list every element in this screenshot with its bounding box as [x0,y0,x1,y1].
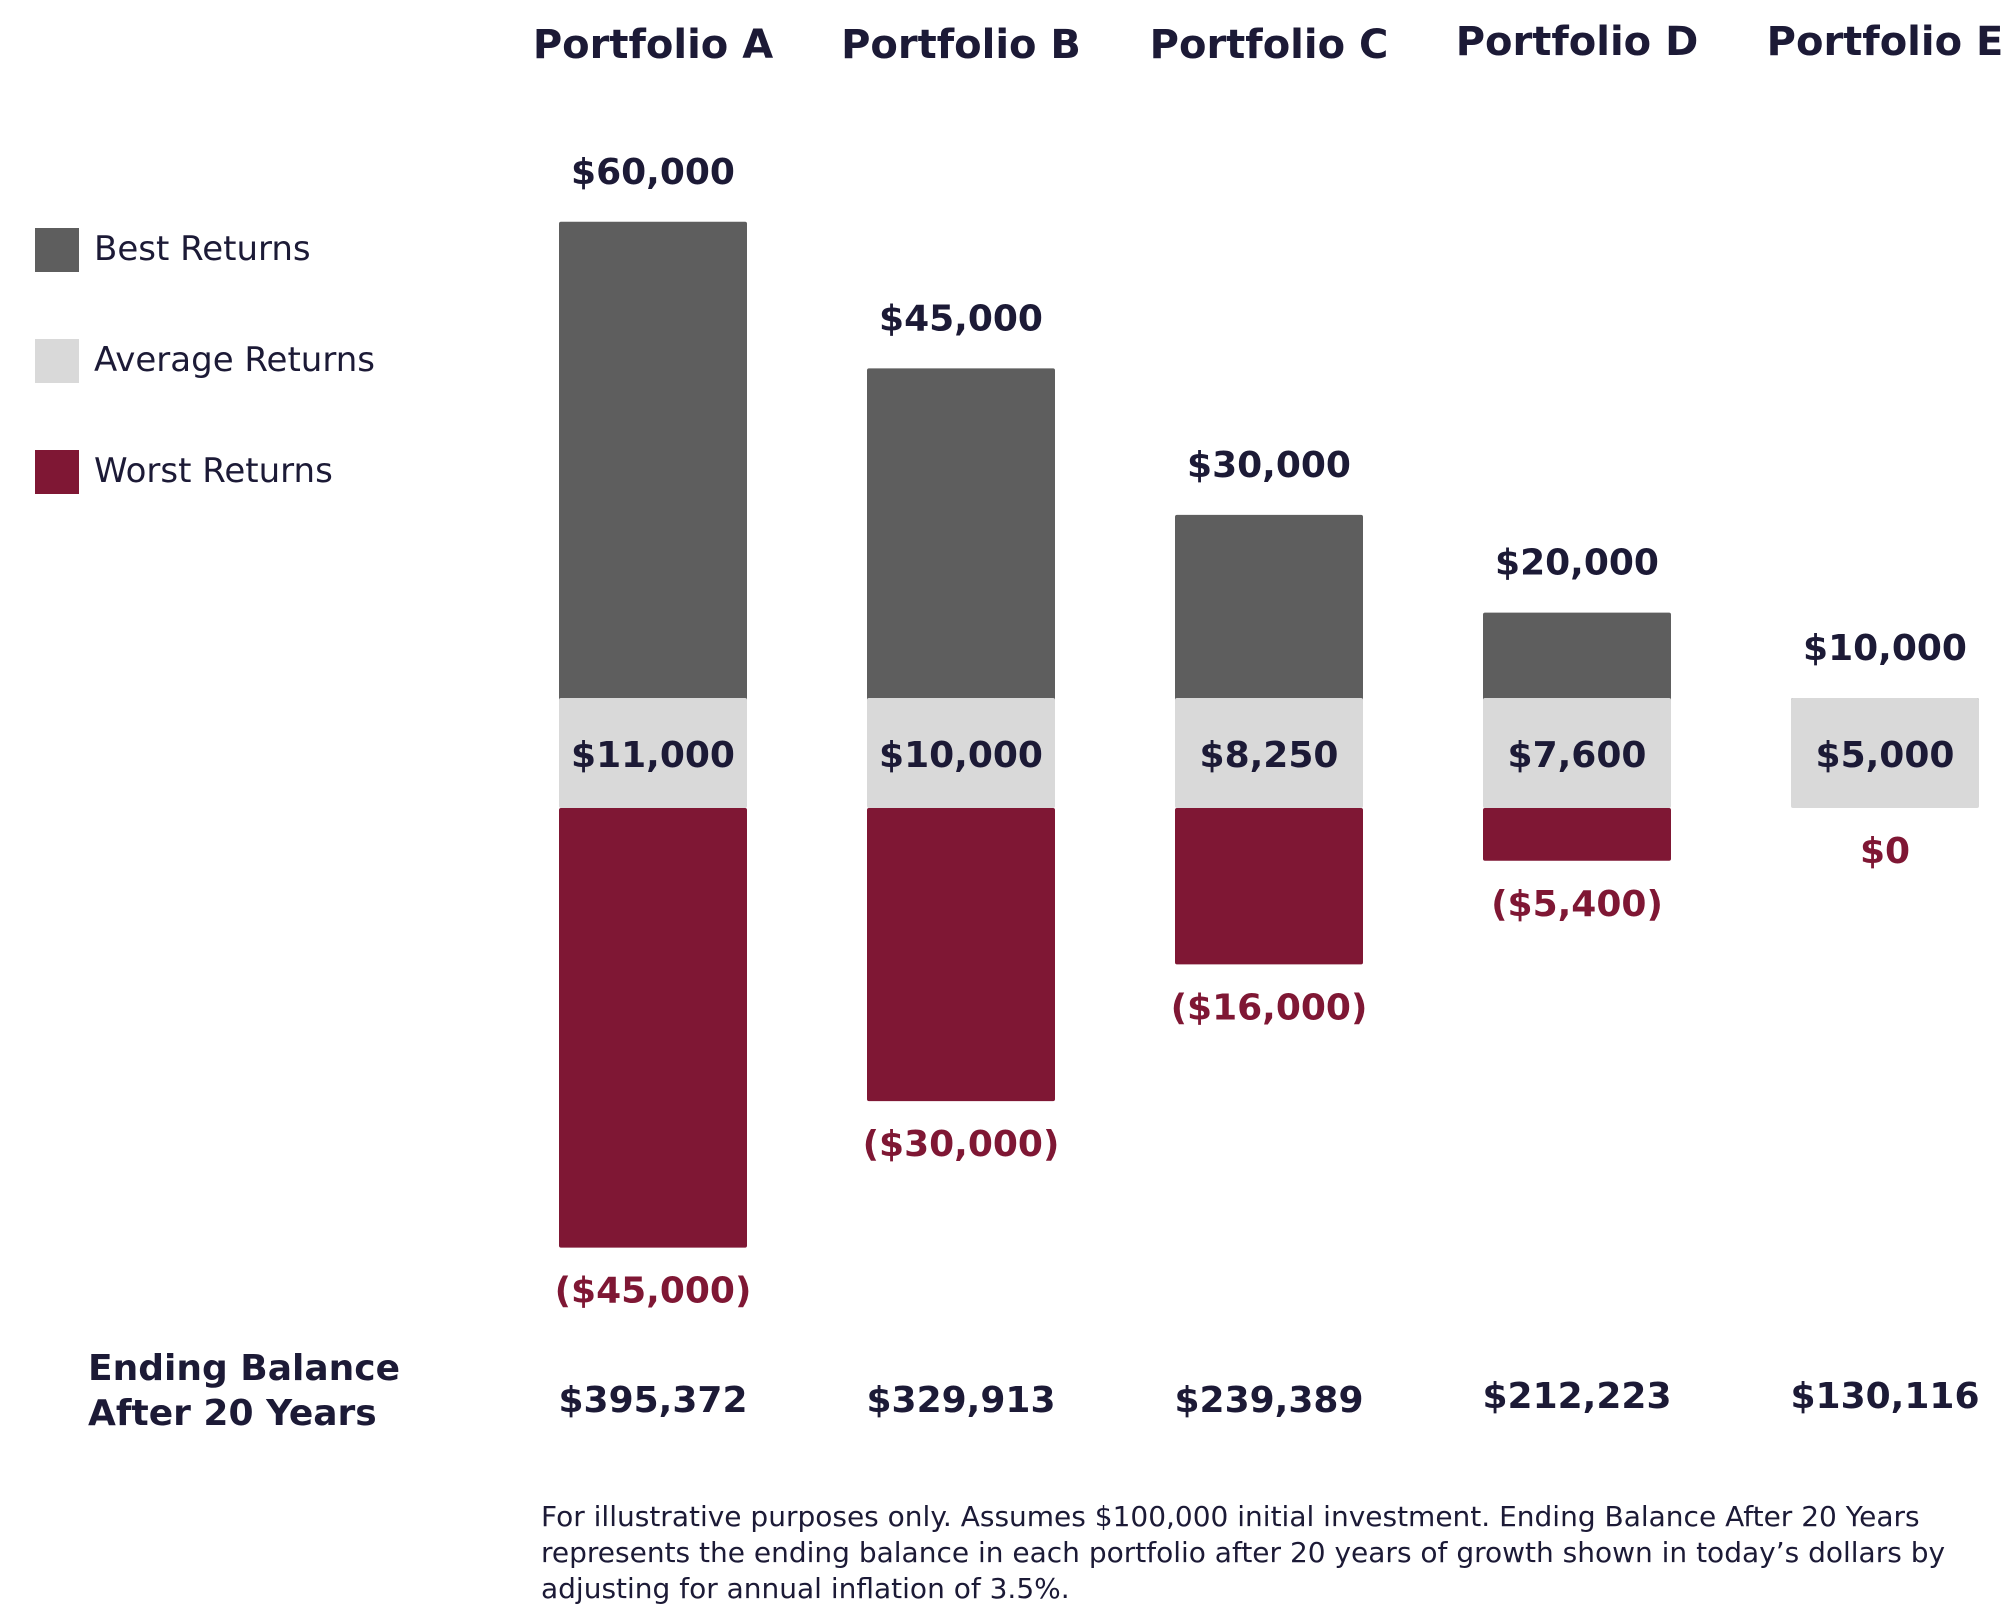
average-label-a: $11,000 [571,735,735,776]
legend-swatch-average [35,339,79,383]
footnote: For illustrative purposes only. Assumes … [541,1499,2001,1607]
legend-label-best: Best Returns [94,229,311,269]
portfolio-header-c: Portfolio C [1150,22,1389,68]
best-label-d: $20,000 [1495,543,1659,584]
worst-label-a: ($45,000) [555,1271,752,1312]
worst-label-e: $0 [1860,831,1910,872]
ending-balance-row: Ending Balance After 20 Years $395,372 $… [88,1348,1980,1434]
best-bar-a [559,221,747,703]
footnote-line-1: For illustrative purposes only. Assumes … [541,1500,1920,1533]
worst-label-d: ($5,400) [1491,884,1663,925]
best-label-c: $30,000 [1187,445,1351,486]
worst-labels: ($45,000) ($30,000) ($16,000) ($5,400) $… [555,831,1910,1312]
legend: Best Returns Average Returns Worst Retur… [35,228,375,494]
portfolio-header-d: Portfolio D [1456,19,1699,65]
worst-bar-b [867,808,1055,1102]
average-bar-c [1175,698,1363,808]
legend-label-worst: Worst Returns [94,451,333,491]
average-bar-a [559,698,747,808]
ending-balance-label-line2: After 20 Years [88,1393,377,1434]
ending-balance-a: $395,372 [558,1380,747,1421]
ending-balance-label-line1: Ending Balance [88,1348,400,1389]
best-label-e: $10,000 [1803,628,1967,669]
best-bar-c [1175,514,1363,702]
best-labels: $60,000 $45,000 $30,000 $20,000 $10,000 [571,152,1967,669]
average-label-b: $10,000 [879,735,1043,776]
average-labels: $11,000 $10,000 $8,250 $7,600 $5,000 [571,735,1954,776]
ending-balance-e: $130,116 [1790,1376,1979,1417]
footnote-line-3: adjusting for annual inflation of 3.5%. [541,1572,1070,1605]
average-bar-d [1483,698,1671,808]
worst-bar-d [1483,808,1671,861]
chart: Best Returns Average Returns Worst Retur… [35,19,2004,1434]
best-label-b: $45,000 [879,298,1043,339]
legend-label-average: Average Returns [94,340,375,380]
legend-swatch-best [35,228,79,272]
portfolio-header-b: Portfolio B [841,22,1081,68]
worst-label-c: ($16,000) [1171,987,1368,1028]
ending-balance-c: $239,389 [1174,1380,1363,1421]
best-bar-d [1483,612,1671,702]
average-bar-b [867,698,1055,808]
average-label-e: $5,000 [1816,735,1955,776]
best-label-a: $60,000 [571,152,735,193]
best-bar-b [867,368,1055,702]
ending-balance-b: $329,913 [866,1380,1055,1421]
worst-bar-c [1175,808,1363,965]
legend-swatch-worst [35,450,79,494]
portfolio-header-e: Portfolio E [1767,19,2004,65]
footnote-line-2: represents the ending balance in each po… [541,1536,1946,1569]
average-label-c: $8,250 [1200,735,1339,776]
portfolio-header-a: Portfolio A [533,22,773,68]
worst-bar-a [559,808,747,1248]
worst-label-b: ($30,000) [863,1124,1060,1165]
average-bar-e [1791,698,1979,808]
worst-bars [559,808,1671,1248]
ending-balance-d: $212,223 [1482,1376,1671,1417]
best-bars [559,221,1979,703]
average-bars [559,698,1979,808]
portfolio-headers: Portfolio A Portfolio B Portfolio C Port… [533,19,2004,68]
average-label-d: $7,600 [1508,735,1647,776]
